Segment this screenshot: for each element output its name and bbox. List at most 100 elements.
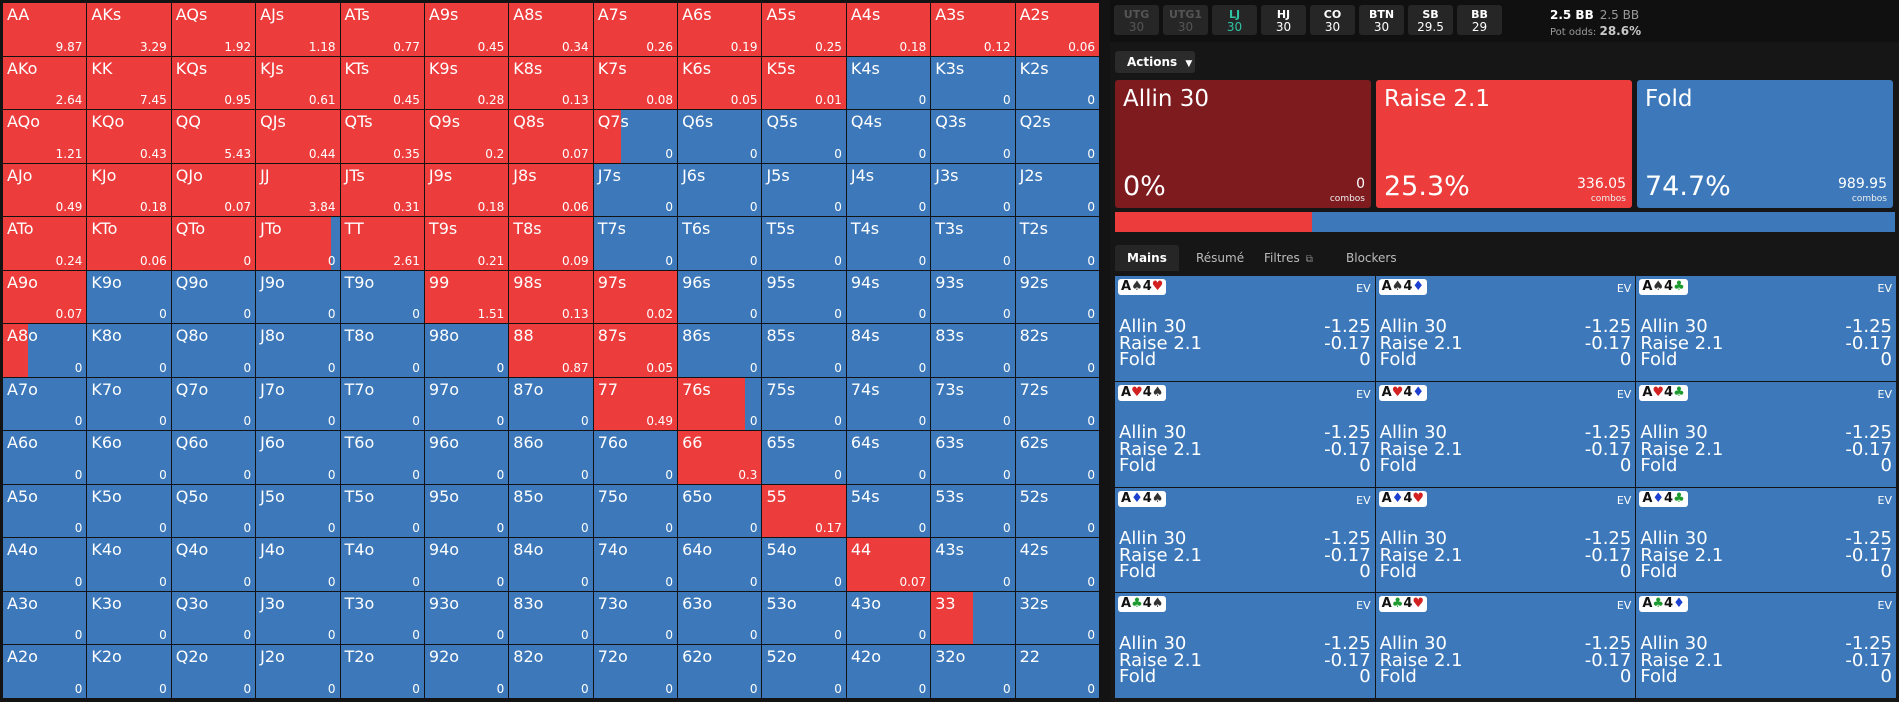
range-cell[interactable]: T9o 0 [340,270,424,324]
position-utg1[interactable]: UTG1 30 [1163,5,1208,35]
range-cell[interactable]: 66 0.3 [678,431,762,484]
range-cell[interactable]: 33 [931,591,1015,645]
range-cell[interactable]: 73s 0 [931,377,1015,431]
range-cell[interactable]: 95s 0 [762,270,846,324]
range-cell[interactable]: AJs 1.18 [256,3,340,56]
range-cell[interactable]: 42s 0 [1015,538,1099,591]
range-cell[interactable]: Q8s 0.07 [509,110,593,163]
combo-cell[interactable]: A♥4♦ EV Allin 30 -1.25 Raise 2.1 -0.17 Fold 0 [1375,381,1636,487]
combo-cell[interactable]: A♦4♥ EV Allin 30 -1.25 Raise 2.1 -0.17 Fold 0 [1375,487,1636,593]
position-lj[interactable]: LJ 30 [1212,5,1257,35]
range-cell[interactable]: J2s 0 [1015,163,1099,217]
range-cell[interactable]: A3o 0 [3,591,87,645]
range-cell[interactable]: J4s 0 [846,163,931,217]
action-card-raise[interactable]: Raise 2.1 25.3% 336.05 combos [1376,80,1632,208]
range-cell[interactable]: A5s 0.25 [762,3,846,56]
range-cell[interactable]: ATo 0.24 [3,217,87,270]
range-cell[interactable]: K3s 0 [931,56,1015,110]
range-cell[interactable]: KJo 0.18 [87,163,171,217]
range-cell[interactable]: 92s 0 [1015,270,1099,324]
range-cell[interactable]: T7o 0 [340,377,424,431]
range-cell[interactable]: 53s 0 [931,484,1015,538]
range-cell[interactable]: J8s 0.06 [509,163,593,217]
range-cell[interactable]: KK 7.45 [87,56,171,110]
range-cell[interactable]: J3o 0 [256,591,340,645]
range-cell[interactable]: A4o 0 [3,538,87,591]
range-cell[interactable]: 82s 0 [1015,324,1099,377]
range-cell[interactable]: K2s 0 [1015,56,1099,110]
combo-cell[interactable]: A♥4♠ EV Allin 30 -1.25 Raise 2.1 -0.17 Fold 0 [1115,381,1375,487]
range-cell[interactable]: K8o 0 [87,324,171,377]
range-cell[interactable]: T3o 0 [340,591,424,645]
range-cell[interactable]: AKs 3.29 [87,3,171,56]
range-cell[interactable]: K6s 0.05 [678,56,762,110]
tab-2[interactable]: Filtres ⧉ [1264,245,1313,271]
range-cell[interactable]: 96o 0 [424,431,509,484]
range-cell[interactable]: AQs 1.92 [171,3,256,56]
range-cell[interactable]: K6o 0 [87,431,171,484]
range-cell[interactable]: T7s 0 [593,217,678,270]
range-cell[interactable]: 55 0.17 [762,484,846,538]
range-cell[interactable]: A9o 0.07 [3,270,87,324]
range-cell[interactable]: A6o 0 [3,431,87,484]
range-cell[interactable]: J4o 0 [256,538,340,591]
range-cell[interactable]: T6o 0 [340,431,424,484]
range-cell[interactable]: T2o 0 [340,645,424,698]
range-cell[interactable]: T8s 0.09 [509,217,593,270]
range-cell[interactable]: 93s 0 [931,270,1015,324]
range-cell[interactable]: A7s 0.26 [593,3,678,56]
range-cell[interactable]: 94s 0 [846,270,931,324]
range-cell[interactable]: KQo 0.43 [87,110,171,163]
combo-cell[interactable]: A♠4♣ EV Allin 30 -1.25 Raise 2.1 -0.17 Fold 0 [1636,276,1896,381]
range-cell[interactable]: 82o 0 [509,645,593,698]
action-card-allin[interactable]: Allin 30 0% 0 combos [1115,80,1371,208]
range-cell[interactable]: ATs 0.77 [340,3,424,56]
position-bb[interactable]: BB 29 [1457,5,1502,35]
range-cell[interactable]: T5o 0 [340,484,424,538]
combo-cell[interactable]: A♦4♣ EV Allin 30 -1.25 Raise 2.1 -0.17 Fold 0 [1636,487,1896,593]
range-cell[interactable]: Q5o 0 [171,484,256,538]
range-cell[interactable]: J5o 0 [256,484,340,538]
range-cell[interactable]: J9o 0 [256,270,340,324]
range-cell[interactable]: 83o 0 [509,591,593,645]
range-cell[interactable]: 52o 0 [762,645,846,698]
combo-cell[interactable]: A♣4♠ EV Allin 30 -1.25 Raise 2.1 -0.17 Fold 0 [1115,593,1375,698]
range-cell[interactable]: Q2s 0 [1015,110,1099,163]
range-cell[interactable]: AA 9.87 [3,3,87,56]
range-cell[interactable]: A6s 0.19 [678,3,762,56]
position-sb[interactable]: SB 29.5 [1408,5,1453,35]
tab-3[interactable]: Blockers [1346,245,1397,271]
range-cell[interactable]: 64o 0 [678,538,762,591]
range-cell[interactable]: Q5s 0 [762,110,846,163]
range-cell[interactable]: 72s 0 [1015,377,1099,431]
range-cell[interactable]: Q3o 0 [171,591,256,645]
range-cell[interactable]: 75s 0 [762,377,846,431]
range-cell[interactable]: 95o 0 [424,484,509,538]
range-cell[interactable]: 94o 0 [424,538,509,591]
range-cell[interactable]: 98o 0 [424,324,509,377]
range-cell[interactable]: A8o 0 [3,324,87,377]
range-cell[interactable]: 62s 0 [1015,431,1099,484]
action-card-fold[interactable]: Fold 74.7% 989.95 combos [1637,80,1893,208]
range-cell[interactable]: KQs 0.95 [171,56,256,110]
range-cell[interactable]: K9o 0 [87,270,171,324]
range-cell[interactable]: K2o 0 [87,645,171,698]
range-cell[interactable]: 74o 0 [593,538,678,591]
range-cell[interactable]: Q7o 0 [171,377,256,431]
position-utg[interactable]: UTG 30 [1114,5,1159,35]
range-cell[interactable]: A8s 0.34 [509,3,593,56]
range-cell[interactable]: Q4s 0 [846,110,931,163]
range-cell[interactable]: J3s 0 [931,163,1015,217]
range-cell[interactable]: K9s 0.28 [424,56,509,110]
combo-cell[interactable]: A♣4♥ EV Allin 30 -1.25 Raise 2.1 -0.17 Fold 0 [1375,593,1636,698]
range-cell[interactable]: 87o 0 [509,377,593,431]
range-cell[interactable]: J9s 0.18 [424,163,509,217]
range-cell[interactable]: JTs 0.31 [340,163,424,217]
tab-0[interactable]: Mains [1115,245,1179,271]
range-cell[interactable]: Q4o 0 [171,538,256,591]
range-cell[interactable]: K5o 0 [87,484,171,538]
range-cell[interactable]: 86s 0 [678,324,762,377]
range-cell[interactable]: Q9o 0 [171,270,256,324]
range-cell[interactable]: J7o 0 [256,377,340,431]
range-cell[interactable]: 44 0.07 [846,538,931,591]
